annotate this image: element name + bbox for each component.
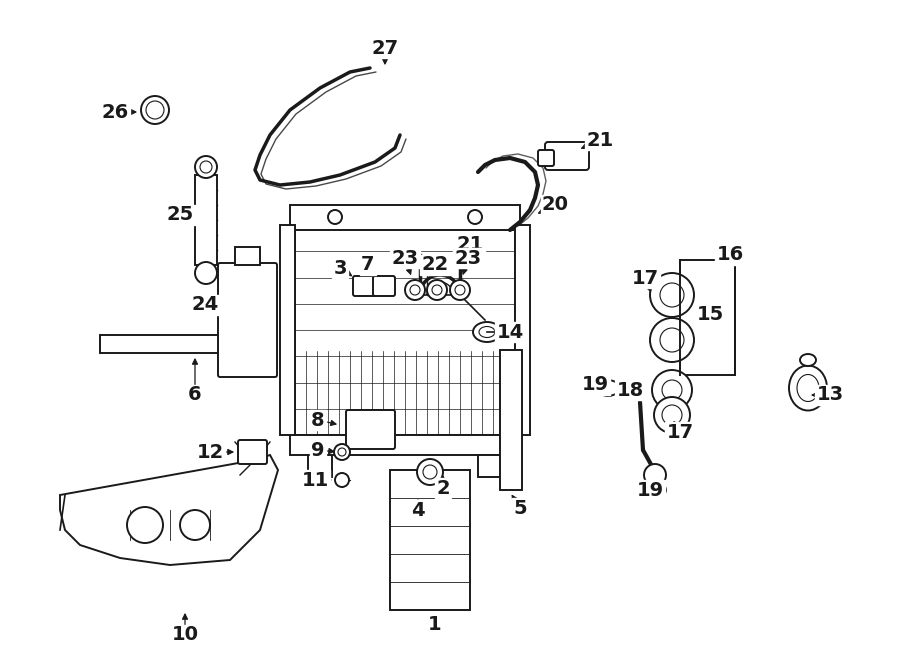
Bar: [290, 205, 520, 230]
Ellipse shape: [597, 380, 619, 396]
Circle shape: [423, 465, 437, 479]
Circle shape: [455, 285, 465, 295]
Circle shape: [200, 161, 212, 173]
Bar: [295, 225, 515, 435]
Text: 6: 6: [188, 385, 202, 405]
Circle shape: [654, 397, 690, 433]
Text: 22: 22: [421, 256, 448, 274]
Bar: [478, 455, 502, 477]
Circle shape: [662, 380, 682, 400]
FancyBboxPatch shape: [238, 440, 267, 464]
Bar: [195, 175, 217, 265]
Text: 18: 18: [616, 381, 643, 399]
Text: 10: 10: [172, 625, 199, 644]
Circle shape: [432, 285, 442, 295]
FancyBboxPatch shape: [346, 410, 395, 449]
Polygon shape: [60, 455, 278, 565]
Text: 20: 20: [542, 196, 569, 215]
Text: 1: 1: [428, 615, 442, 635]
Bar: [515, 225, 530, 435]
Circle shape: [450, 280, 470, 300]
Ellipse shape: [797, 375, 819, 401]
Circle shape: [644, 464, 666, 486]
Text: 13: 13: [816, 385, 843, 405]
Bar: [290, 435, 520, 455]
Text: 16: 16: [716, 245, 743, 264]
Text: 21: 21: [587, 130, 614, 149]
Text: 17: 17: [666, 422, 694, 442]
Circle shape: [195, 156, 217, 178]
Text: 15: 15: [697, 310, 727, 330]
Ellipse shape: [473, 322, 501, 342]
Text: 21: 21: [456, 235, 483, 254]
Circle shape: [660, 328, 684, 352]
Circle shape: [468, 210, 482, 224]
Text: 17: 17: [632, 268, 659, 288]
Bar: [680, 260, 735, 375]
Circle shape: [405, 280, 425, 300]
Text: 27: 27: [372, 38, 399, 58]
Bar: [308, 455, 332, 477]
Circle shape: [338, 448, 346, 456]
Circle shape: [427, 280, 447, 300]
Circle shape: [662, 405, 682, 425]
Circle shape: [650, 318, 694, 362]
FancyBboxPatch shape: [353, 276, 377, 296]
Bar: [280, 225, 295, 435]
FancyBboxPatch shape: [218, 263, 277, 377]
FancyBboxPatch shape: [545, 142, 589, 170]
Text: 19: 19: [581, 375, 608, 395]
Text: 25: 25: [166, 206, 194, 225]
Bar: [390, 470, 470, 610]
Circle shape: [180, 510, 210, 540]
Text: 12: 12: [196, 442, 223, 461]
Bar: [235, 247, 260, 265]
Ellipse shape: [789, 366, 827, 410]
Text: 11: 11: [302, 471, 328, 490]
Text: 8: 8: [311, 410, 325, 430]
Text: 15: 15: [697, 305, 724, 325]
Bar: [500, 350, 522, 490]
Circle shape: [141, 96, 169, 124]
Text: 9: 9: [311, 440, 325, 459]
Circle shape: [127, 507, 163, 543]
Text: 19: 19: [636, 481, 663, 500]
Circle shape: [410, 285, 420, 295]
Text: 3: 3: [333, 258, 346, 278]
Text: 14: 14: [497, 323, 524, 342]
Ellipse shape: [800, 354, 816, 366]
Text: 4: 4: [411, 500, 425, 520]
Text: 7: 7: [361, 256, 374, 274]
Circle shape: [335, 473, 349, 487]
Circle shape: [417, 459, 443, 485]
Circle shape: [195, 262, 217, 284]
Ellipse shape: [479, 327, 495, 338]
Circle shape: [650, 273, 694, 317]
Circle shape: [652, 370, 692, 410]
Text: 5: 5: [513, 498, 526, 518]
Circle shape: [660, 283, 684, 307]
Text: 23: 23: [392, 249, 418, 268]
Bar: [100, 335, 275, 353]
FancyBboxPatch shape: [538, 150, 554, 166]
Circle shape: [328, 210, 342, 224]
Text: 23: 23: [454, 249, 482, 268]
Text: 24: 24: [192, 295, 219, 315]
Text: 26: 26: [102, 102, 129, 122]
FancyBboxPatch shape: [373, 276, 395, 296]
Text: 2: 2: [436, 479, 450, 498]
Circle shape: [146, 101, 164, 119]
Circle shape: [334, 444, 350, 460]
Ellipse shape: [644, 482, 666, 498]
